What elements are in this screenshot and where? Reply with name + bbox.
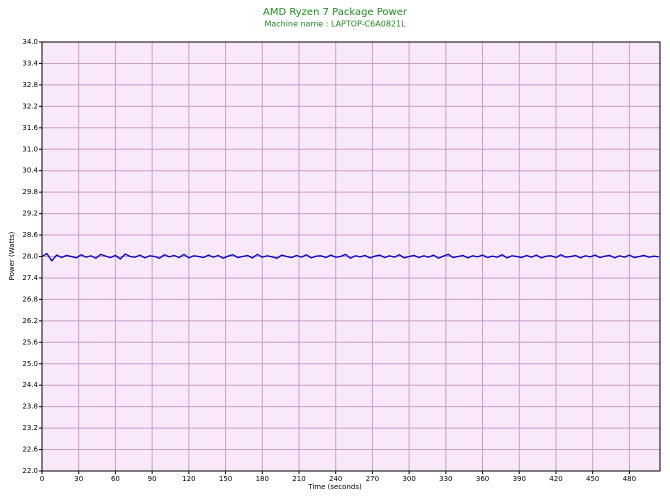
y-tick-label: 34.0	[22, 38, 38, 46]
x-tick-label: 450	[586, 475, 599, 483]
y-tick-label: 23.2	[22, 424, 38, 432]
y-tick-label: 29.8	[22, 188, 38, 196]
x-tick-label: 390	[513, 475, 526, 483]
data-line	[41, 252, 659, 262]
y-tick-label: 29.2	[22, 210, 38, 218]
y-tick-label: 32.8	[22, 81, 38, 89]
y-tick-label: 24.4	[22, 381, 38, 389]
y-tick-label: 23.8	[22, 403, 38, 411]
y-axis-label: Power (Watts)	[8, 231, 16, 280]
x-tick-label: 0	[40, 475, 44, 483]
x-tick-label: 90	[148, 475, 157, 483]
x-tick-label: 30	[74, 475, 83, 483]
x-tick-label: 360	[476, 475, 489, 483]
y-tick-label: 22.0	[22, 467, 38, 475]
x-tick-label: 180	[256, 475, 269, 483]
x-tick-label: 150	[219, 475, 232, 483]
x-tick-label: 330	[439, 475, 452, 483]
y-tick-label: 28.6	[22, 231, 38, 239]
y-tick-label: 25.0	[22, 360, 38, 368]
x-tick-label: 60	[111, 475, 120, 483]
y-tick-label: 33.4	[22, 59, 38, 67]
x-tick-label: 270	[366, 475, 379, 483]
y-tick-label: 27.4	[22, 274, 38, 282]
x-tick-label: 240	[329, 475, 342, 483]
chart-subtitle: Machine name : LAPTOP-C6A0821L	[264, 20, 406, 29]
y-tick-label: 28.0	[22, 253, 38, 261]
x-tick-label: 210	[292, 475, 305, 483]
y-tick-label: 31.6	[22, 124, 38, 132]
x-tick-label: 120	[182, 475, 195, 483]
x-tick-label: 480	[623, 475, 636, 483]
y-tick-label: 32.2	[22, 102, 38, 110]
y-tick-label: 26.2	[22, 317, 38, 325]
y-tick-label: 30.4	[22, 167, 38, 175]
y-tick-label: 31.0	[22, 145, 38, 153]
x-tick-label: 420	[549, 475, 562, 483]
y-tick-label: 26.8	[22, 295, 38, 303]
x-tick-label: 300	[402, 475, 415, 483]
y-tick-label: 22.6	[22, 446, 38, 454]
chart-title: AMD Ryzen 7 Package Power	[263, 7, 408, 18]
y-tick-label: 25.6	[22, 338, 38, 346]
x-axis-label: Time (seconds)	[307, 483, 362, 491]
